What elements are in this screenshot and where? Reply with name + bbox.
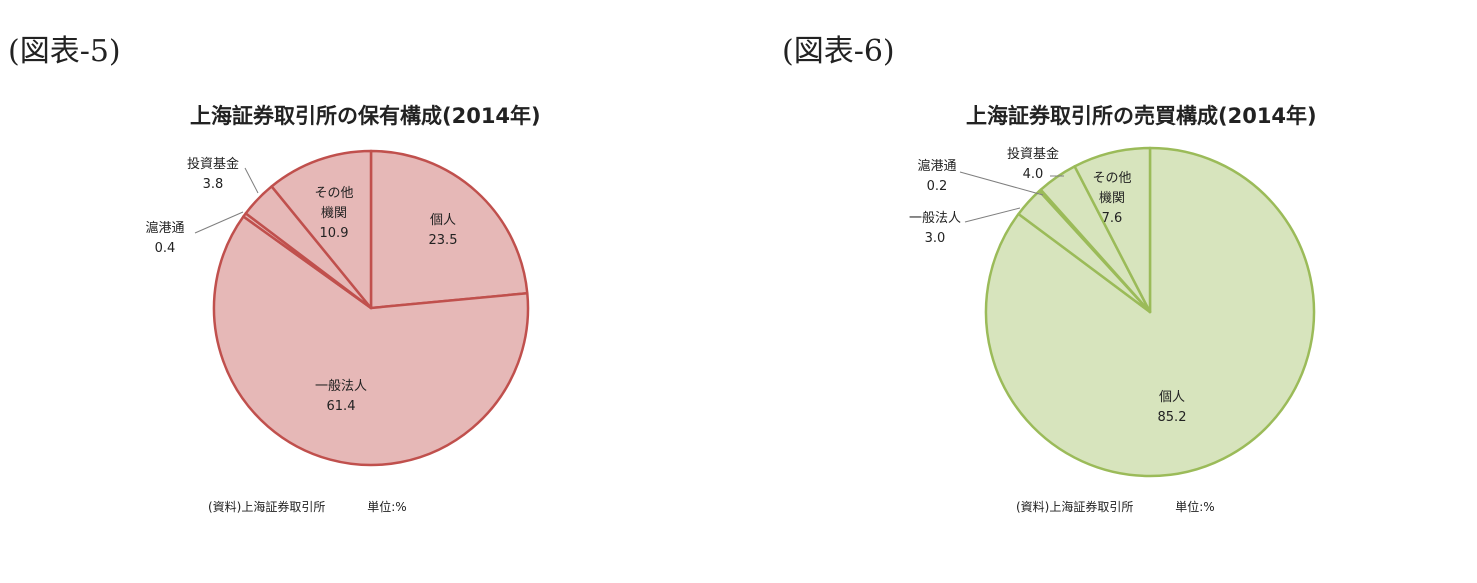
- slice-name: 一般法人: [909, 210, 961, 226]
- slice-label-investment-fund: 投資基金 4.0: [1007, 146, 1059, 182]
- slice-name: 機関: [1099, 191, 1125, 206]
- slice-name: その他: [314, 186, 353, 201]
- slice-label-general-corporation: 一般法人 61.4: [315, 378, 367, 414]
- pie-slice-individual: [369, 149, 529, 310]
- slice-name: その他: [1092, 171, 1131, 186]
- chart-footer-right: (資料)上海証券取引所 単位:%: [1016, 498, 1215, 515]
- figure-label-right: (図表-6): [782, 34, 895, 69]
- figure-label-left: (図表-5): [8, 34, 121, 69]
- chart-footer-left: (資料)上海証券取引所 単位:%: [208, 498, 407, 515]
- slice-name: 機関: [321, 206, 347, 221]
- slice-label-individual: 個人 23.5: [429, 213, 458, 248]
- slice-label-general-corporation: 一般法人 3.0: [909, 210, 961, 246]
- slice-name: 投資基金: [1007, 146, 1059, 162]
- chart-title-holding: 上海証券取引所の保有構成(2014年): [190, 104, 541, 128]
- pie-slice-other-institutions: [1073, 146, 1152, 314]
- slice-value: 3.8: [203, 177, 224, 192]
- pie-slice-other-institutions: [270, 149, 373, 310]
- slice-value: 23.5: [429, 233, 458, 248]
- source-note: (資料)上海証券取引所: [1016, 500, 1134, 514]
- slice-value: 0.2: [927, 179, 948, 194]
- slice-value: 3.0: [925, 231, 946, 246]
- unit-note: 単位:%: [1175, 500, 1215, 514]
- slice-label-individual: 個人 85.2: [1158, 390, 1187, 425]
- leader-line-shanghai-hk-connect: [194, 211, 244, 234]
- slice-label-shanghai-hk-connect: 滬港通 0.2: [917, 158, 956, 194]
- source-note: (資料)上海証券取引所: [208, 500, 326, 514]
- slice-value: 61.4: [327, 399, 356, 414]
- slice-name: 個人: [430, 213, 456, 228]
- slice-name: 滬港通: [145, 220, 184, 236]
- slice-value: 4.0: [1023, 167, 1044, 182]
- unit-note: 単位:%: [367, 500, 407, 514]
- slice-name: 投資基金: [187, 156, 239, 172]
- slice-value: 10.9: [320, 226, 349, 241]
- leader-line-general-corporation: [964, 207, 1021, 223]
- chart-title-trading: 上海証券取引所の売買構成(2014年): [966, 104, 1317, 128]
- slice-name: 個人: [1159, 390, 1185, 405]
- pie-slice-general-corporation: [212, 215, 530, 467]
- slice-value: 0.4: [155, 241, 176, 256]
- leader-line-shanghai-hk-connect: [959, 171, 1044, 196]
- slice-value: 7.6: [1102, 211, 1123, 226]
- leader-line-investment-fund: [244, 167, 259, 194]
- slice-name: 一般法人: [315, 378, 367, 394]
- slice-value: 85.2: [1158, 410, 1187, 425]
- slice-label-investment-fund: 投資基金 3.8: [187, 156, 239, 192]
- slice-name: 滬港通: [917, 158, 956, 174]
- slice-label-shanghai-hk-connect: 滬港通 0.4: [145, 220, 184, 256]
